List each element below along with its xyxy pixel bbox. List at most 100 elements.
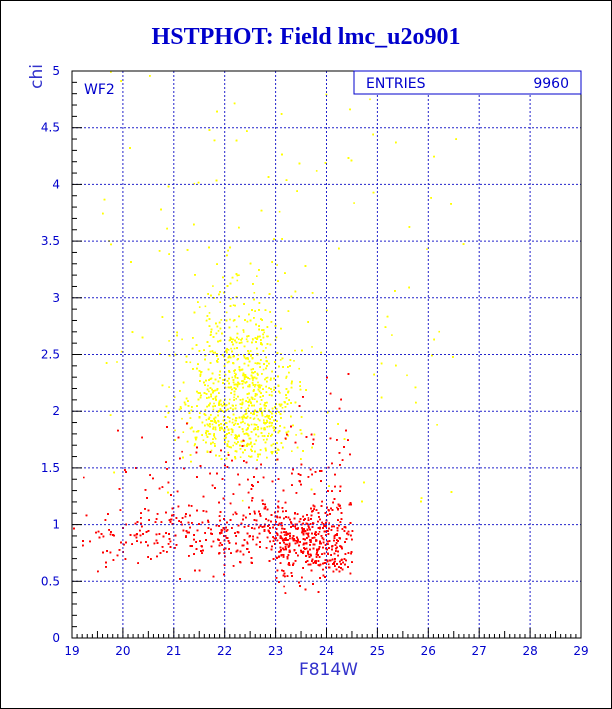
data-point-good [236,279,239,282]
data-point-good [263,331,265,334]
data-point-good [247,364,250,367]
data-point-good [238,416,241,419]
data-point-good [208,318,211,320]
data-point-good [299,381,301,383]
data-point-good [252,384,255,386]
data-point-good [110,243,112,246]
data-point-bad [283,537,286,540]
data-point-good [264,378,266,381]
data-point-good [280,327,282,330]
data-point-good [184,403,187,406]
data-point-good [197,363,199,365]
data-point-good [267,176,270,178]
data-point-good [253,423,256,426]
data-point-good [296,446,299,449]
data-point-good [236,336,238,339]
data-point-good [209,402,211,405]
data-point-good [208,312,211,314]
data-point-good [231,376,234,379]
data-point-good [221,410,224,412]
data-point-good [288,399,290,401]
data-point-good [251,371,253,374]
data-point-good [217,411,219,413]
data-point-good [232,413,235,416]
data-point-good [228,382,230,385]
data-point-good [141,336,144,339]
data-point-good [394,290,396,292]
data-point-good [221,405,224,407]
data-point-good [220,319,223,321]
data-point-good [213,433,215,435]
data-point-good [307,321,309,323]
data-point-good [391,334,393,336]
data-point-good [215,422,217,424]
data-point-good [227,429,230,431]
data-point-good [338,247,340,250]
data-point-good [217,380,220,383]
data-point-good [258,390,261,393]
data-point-good [246,320,249,323]
data-point-good [263,421,265,424]
data-point-good [287,391,289,394]
data-point-good [236,377,239,379]
data-point-good [257,384,259,387]
data-point-bad [336,506,338,509]
data-point-good [265,385,267,388]
data-point-good [300,432,303,435]
data-point-good [294,401,297,404]
data-point-good [251,404,253,407]
data-point-good [203,413,206,415]
data-point-good [230,347,232,350]
data-point-good [233,396,235,399]
data-point-good [206,315,209,317]
data-point-good [224,404,227,407]
data-point-good [215,395,218,398]
data-point-good [199,375,202,377]
data-point-good [192,368,194,370]
data-point-good [211,423,214,426]
data-point-good [228,360,230,363]
data-point-good [212,405,214,408]
data-point-good [251,309,253,311]
data-point-good [285,388,288,390]
data-point-good [241,428,244,430]
data-point-good [205,430,208,432]
data-point-good [189,417,192,419]
data-point-good [113,471,115,474]
data-point-good [276,352,279,354]
data-point-good [214,443,216,445]
data-point-good [256,347,258,350]
data-point-good [270,451,273,453]
data-point-good [244,422,246,425]
data-point-good [194,274,196,276]
data-point-good [226,443,229,445]
data-point-good [206,436,209,438]
data-point-good [266,335,268,338]
data-point-bad [83,476,85,479]
data-point-good [229,386,231,389]
data-point-good [212,285,214,287]
data-point-good [277,384,280,387]
data-point-good [268,425,271,428]
data-point-good [290,295,293,298]
data-point-good [227,386,230,389]
data-point-good [201,434,203,436]
data-point-good [230,386,232,388]
data-point-good [195,438,197,441]
data-point-good [247,385,249,388]
data-point-good [244,376,246,378]
data-point-good [227,349,230,351]
data-point-good [208,129,211,131]
data-point-good [265,391,268,393]
data-point-good [221,332,223,335]
data-point-good [230,446,232,449]
data-point-good [438,330,440,333]
data-point-good [251,376,254,379]
data-point-good [235,404,237,407]
data-point-good [287,430,290,433]
data-point-good [248,398,251,401]
data-point-good [234,339,236,342]
data-point-good [242,420,244,423]
data-point-good [228,355,231,357]
data-point-good [431,354,433,357]
